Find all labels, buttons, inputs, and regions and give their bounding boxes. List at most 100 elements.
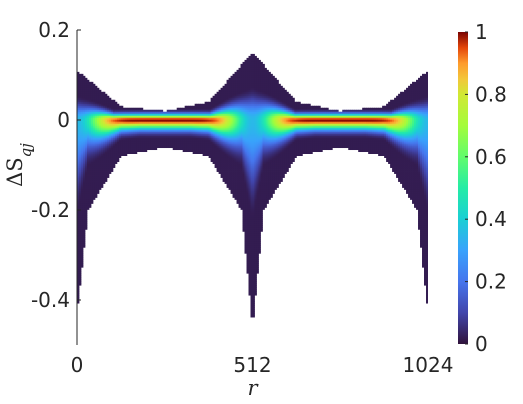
density-cell bbox=[208, 149, 212, 153]
density-cell bbox=[186, 139, 190, 143]
density-cell bbox=[274, 137, 277, 141]
density-cell bbox=[150, 147, 154, 151]
density-cell bbox=[244, 235, 247, 238]
density-cell bbox=[126, 119, 130, 123]
density-cell bbox=[252, 143, 255, 147]
density-cell bbox=[78, 167, 82, 170]
density-cell bbox=[282, 141, 285, 145]
density-cell bbox=[254, 223, 257, 226]
density-cell bbox=[164, 141, 168, 145]
density-cell bbox=[242, 85, 245, 89]
density-cell bbox=[104, 95, 108, 99]
density-cell bbox=[240, 181, 243, 184]
density-cell bbox=[292, 109, 295, 113]
density-cell bbox=[77, 101, 80, 105]
density-cell bbox=[88, 181, 92, 184]
density-cell bbox=[142, 145, 146, 149]
density-cell bbox=[88, 197, 92, 200]
density-cell bbox=[174, 123, 178, 127]
density-cell bbox=[214, 129, 217, 133]
density-cell bbox=[230, 121, 233, 125]
density-cell bbox=[128, 107, 132, 111]
density-cell bbox=[120, 113, 124, 117]
density-cell bbox=[122, 147, 126, 151]
density-cell bbox=[90, 173, 94, 176]
density-cell bbox=[246, 193, 249, 196]
density-cell bbox=[258, 207, 261, 210]
density-cell bbox=[78, 105, 82, 109]
density-cell bbox=[198, 107, 202, 111]
density-cell bbox=[106, 131, 110, 135]
density-cell bbox=[252, 281, 255, 284]
density-cell bbox=[106, 153, 110, 156]
density-cell bbox=[152, 137, 156, 141]
density-cell bbox=[254, 219, 257, 222]
density-cell bbox=[276, 179, 279, 182]
density-cell bbox=[98, 107, 102, 111]
density-cell bbox=[246, 223, 249, 226]
density-cell bbox=[138, 109, 142, 113]
density-cell bbox=[252, 173, 255, 176]
density-cell bbox=[258, 119, 261, 123]
density-cell bbox=[90, 201, 94, 204]
density-cell bbox=[286, 99, 289, 103]
density-cell bbox=[282, 151, 285, 154]
density-cell bbox=[258, 195, 261, 198]
density-cell bbox=[200, 139, 204, 143]
density-cell bbox=[216, 107, 219, 111]
density-cell bbox=[174, 139, 178, 143]
density-cell bbox=[84, 113, 88, 117]
density-cell bbox=[264, 113, 267, 117]
density-cell bbox=[166, 113, 170, 117]
density-cell bbox=[278, 139, 281, 143]
density-cell bbox=[252, 209, 255, 212]
density-cell bbox=[208, 113, 212, 117]
density-cell bbox=[144, 123, 148, 127]
density-cell bbox=[274, 145, 277, 149]
density-cell bbox=[262, 201, 265, 204]
density-cell bbox=[256, 269, 259, 272]
density-cell bbox=[200, 107, 204, 111]
density-cell bbox=[238, 73, 241, 77]
density-cell bbox=[108, 109, 112, 113]
density-cell bbox=[236, 103, 239, 107]
density-cell bbox=[80, 219, 84, 222]
density-cell bbox=[188, 125, 192, 129]
density-cell bbox=[276, 153, 279, 156]
density-cell bbox=[268, 123, 271, 127]
density-cell bbox=[276, 103, 279, 107]
density-cell bbox=[270, 107, 273, 111]
density-cell bbox=[196, 103, 200, 107]
density-cell bbox=[144, 129, 148, 133]
density-cell bbox=[106, 175, 110, 178]
density-cell bbox=[206, 117, 210, 121]
density-cell bbox=[262, 127, 265, 131]
density-cell bbox=[176, 147, 180, 151]
density-cell bbox=[80, 129, 84, 133]
density-cell bbox=[102, 137, 106, 141]
density-cell bbox=[256, 135, 259, 139]
density-cell bbox=[160, 119, 164, 123]
density-cell bbox=[140, 109, 144, 113]
density-cell bbox=[282, 153, 285, 156]
density-cell bbox=[136, 143, 140, 147]
density-cell bbox=[252, 243, 255, 246]
density-cell bbox=[280, 129, 283, 133]
density-cell bbox=[236, 143, 239, 147]
density-cell bbox=[270, 165, 273, 168]
density-cell bbox=[214, 159, 217, 162]
density-cell bbox=[230, 107, 233, 111]
density-cell bbox=[216, 157, 219, 160]
density-cell bbox=[77, 213, 80, 216]
density-cell bbox=[254, 273, 257, 276]
density-cell bbox=[226, 127, 229, 131]
density-cell bbox=[104, 121, 108, 125]
density-cell bbox=[206, 121, 210, 125]
density-cell bbox=[128, 129, 132, 133]
density-cell bbox=[204, 133, 208, 137]
density-cell bbox=[118, 155, 122, 158]
density-cell bbox=[78, 273, 82, 276]
density-cell bbox=[198, 115, 202, 119]
density-cell bbox=[256, 133, 259, 137]
density-cell bbox=[100, 159, 104, 162]
